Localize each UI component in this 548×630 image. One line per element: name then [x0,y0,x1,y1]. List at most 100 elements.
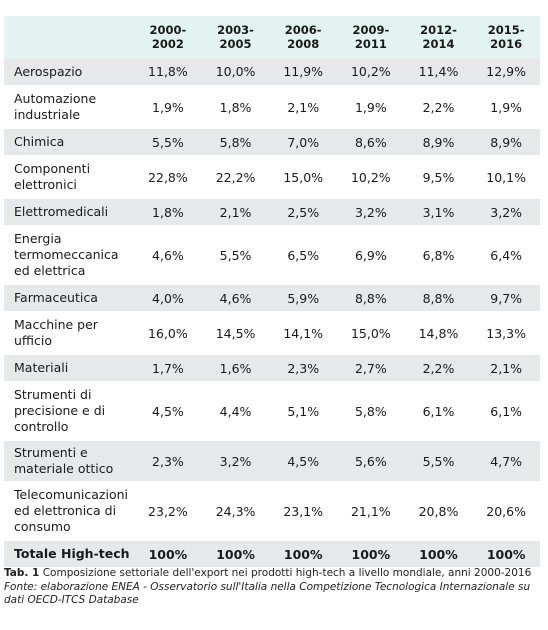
table-cell: 8,9% [472,128,540,157]
table-cell: 2,5% [269,198,338,227]
table-cell: 2,3% [269,354,338,383]
table-cell: 20,6% [472,482,540,541]
table-cell: 5,8% [201,128,270,157]
table-cell: 6,8% [404,226,473,285]
table-cell: 4,6% [201,284,270,313]
column-header: 2003-2005 [217,23,254,51]
row-label: Automazione industriale [4,86,135,129]
table-cell: 3,2% [337,198,405,227]
table-cell: 4,5% [269,440,338,483]
table-cell: 2,3% [134,440,202,483]
table-cell: 4,7% [472,440,540,483]
table-cell: 5,5% [134,128,202,157]
table-cell: 23,1% [269,482,338,541]
table-cell: 5,5% [201,226,270,285]
table-cell: 4,6% [134,226,202,285]
table-cell: 12,9% [472,58,540,87]
caption-tab-number: Tab. 1 [4,567,40,579]
table-header-row: 2000-2002 2003-2005 2006-2008 2009-2011 … [4,16,540,58]
table-cell: 9,7% [472,284,540,313]
table-cell: 6,1% [472,382,540,441]
table-cell: 100% [269,540,338,569]
table-cell: 3,1% [404,198,473,227]
table-cell: 16,0% [134,312,202,355]
table-cell: 2,1% [269,86,338,129]
export-composition-table: 2000-2002 2003-2005 2006-2008 2009-2011 … [4,16,540,569]
table-cell: 22,2% [201,156,270,199]
table-row: Automazione industriale 1,9% 1,8% 2,1% 1,9% 2… [4,86,540,129]
table-cell: 4,0% [134,284,202,313]
table-cell: 1,8% [201,86,270,129]
table-total-row: Totale High-tech 100% 100% 100% 100% 100% 100% [4,540,540,569]
column-header: 2000-2002 [149,23,187,51]
table-cell: 100% [337,540,405,569]
row-label: Aerospazio [4,58,135,87]
caption-title: Tab. 1 Composizione settoriale dell'expo… [4,567,540,581]
table-cell: 23,2% [134,482,202,541]
caption-source: Fonte: elaborazione ENEA - Osservatorio … [4,580,531,607]
table-cell: 4,5% [134,382,202,441]
table-cell: 14,8% [404,312,473,355]
row-label: Strumenti di precisione e di controllo [4,382,135,441]
table-row: Farmaceutica 4,0% 4,6% 5,9% 8,8% 8,8% 9,7% [4,284,540,313]
table-cell: 1,9% [134,86,202,129]
table-cell: 4,4% [201,382,270,441]
table-cell: 5,1% [269,382,338,441]
table-row: Aerospazio 11,8% 10,0% 11,9% 10,2% 11,4% 12,9% [4,58,540,87]
table-cell: 5,8% [337,382,405,441]
table-cell: 1,9% [472,86,540,129]
row-label: Elettromedicali [4,198,135,227]
table-cell: 2,1% [472,354,540,383]
table-cell: 3,2% [472,198,540,227]
table-cell: 2,7% [337,354,405,383]
table-cell: 8,6% [337,128,405,157]
data-table-container: 2000-2002 2003-2005 2006-2008 2009-2011 … [4,16,540,569]
table-cell: 2,1% [201,198,270,227]
table-cell: 9,5% [404,156,473,199]
header-corner [4,16,134,58]
column-header: 2009-2011 [352,23,390,51]
row-label: Chimica [4,128,135,157]
table-cell: 2,2% [404,354,473,383]
column-header: 2012-2014 [420,23,457,51]
table-row: Elettromedicali 1,8% 2,1% 2,5% 3,2% 3,1% 3,2% [4,198,540,227]
column-header: 2006-2008 [284,23,322,51]
row-label: Energia termomeccanica ed elettrica [4,226,135,285]
row-label: Macchine per ufficio [4,312,135,355]
table-cell: 6,1% [404,382,473,441]
table-cell: 8,8% [337,284,405,313]
table-cell: 1,6% [201,354,270,383]
row-label: Strumenti e materiale ottico [4,440,135,483]
table-cell: 13,3% [472,312,540,355]
table-caption: Tab. 1 Composizione settoriale dell'expo… [4,567,540,608]
table-cell: 10,2% [337,156,405,199]
table-cell: 21,1% [337,482,405,541]
table-row: Componenti elettronici 22,8% 22,2% 15,0% 10,… [4,156,540,199]
row-label: Totale High-tech [4,540,135,569]
table-cell: 5,9% [269,284,338,313]
table-row: Energia termomeccanica ed elettrica 4,6% 5… [4,226,540,285]
row-label: Materiali [4,354,135,383]
table-cell: 6,4% [472,226,540,285]
table-row: Telecomunicazioni ed elettronica di cons… [4,482,540,541]
table-cell: 6,5% [269,226,338,285]
table-cell: 2,2% [404,86,473,129]
table-cell: 8,8% [404,284,473,313]
table-row: Materiali 1,7% 1,6% 2,3% 2,7% 2,2% 2,1% [4,354,540,383]
table-row: Macchine per ufficio 16,0% 14,5% 14,1% 15,0%… [4,312,540,355]
table-cell: 14,1% [269,312,338,355]
table-cell: 1,8% [134,198,202,227]
table-cell: 7,0% [269,128,338,157]
table-cell: 10,0% [201,58,270,87]
table-cell: 3,2% [201,440,270,483]
table-cell: 15,0% [337,312,405,355]
row-label: Telecomunicazioni ed elettronica di cons… [4,482,135,541]
table-cell: 22,8% [134,156,202,199]
table-row: Chimica 5,5% 5,8% 7,0% 8,6% 8,9% 8,9% [4,128,540,157]
table-cell: 15,0% [269,156,338,199]
table-cell: 11,9% [269,58,338,87]
table-cell: 5,6% [337,440,405,483]
row-label: Farmaceutica [4,284,135,313]
table-cell: 100% [201,540,270,569]
table-cell: 100% [134,540,202,569]
